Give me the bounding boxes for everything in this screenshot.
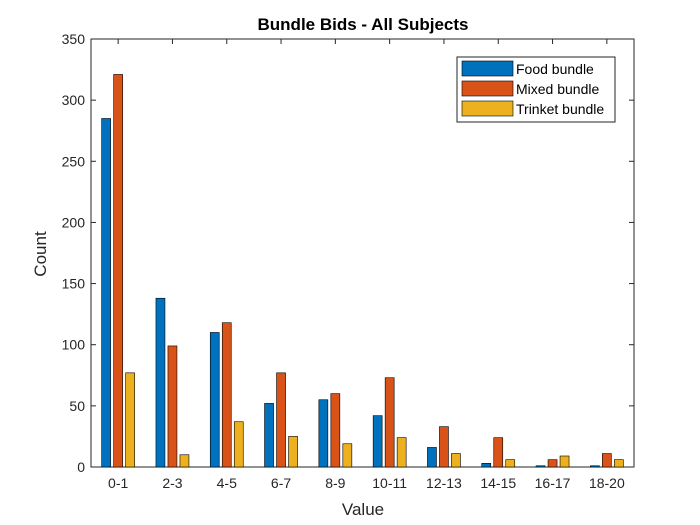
y-tick-label: 250 [62,153,86,169]
bar-mixed [384,377,395,468]
bar-trinket [342,443,353,468]
y-axis-label: Count [31,231,50,277]
x-tick-label: 0-1 [108,475,128,491]
bar-trinket [125,372,135,468]
y-tick-label: 350 [62,31,86,47]
bar-trinket [179,454,190,468]
bar-mixed [167,345,178,468]
bar-food [209,332,220,468]
legend-swatch [461,80,514,97]
bar-trinket [288,436,298,468]
bar-mixed [113,74,123,468]
y-tick-label: 100 [62,337,86,353]
bar-trinket [451,453,461,468]
legend-label: Food bundle [516,61,594,77]
x-tick-label: 16-17 [535,475,571,491]
x-tick-label: 4-5 [217,475,237,491]
bar-food [481,463,492,468]
bar-food [101,118,111,468]
legend-swatch [461,60,514,77]
bar-mixed [330,393,341,468]
bar-trinket [505,459,516,468]
bar-mixed [276,372,286,468]
legend-label: Trinket bundle [516,101,604,117]
x-tick-label: 12-13 [426,475,462,491]
bar-mixed [221,322,232,468]
legend: Food bundle Mixed bundle Trinket bundle [456,56,616,123]
y-tick-label: 200 [62,214,86,230]
x-tick-label: 2-3 [162,475,182,491]
bar-food [535,465,546,468]
x-tick-label: 10-11 [372,475,407,491]
bar-food [318,399,329,468]
y-tick-label: 0 [77,459,85,475]
bar-trinket [559,455,570,468]
y-tick-label: 300 [62,92,86,108]
legend-swatch [461,100,514,117]
legend-label: Mixed bundle [516,81,599,97]
bar-food [590,465,600,468]
bar-trinket [614,459,624,468]
x-tick-label: 18-20 [589,475,625,491]
x-axis-label: Value [342,500,384,519]
bar-trinket [233,421,244,468]
y-tick-label: 50 [69,398,85,414]
bar-food [264,403,274,468]
bar-trinket [396,437,407,468]
bar-food [155,297,166,468]
x-tick-label: 6-7 [271,475,291,491]
bar-food [372,415,383,468]
x-tick-label: 14-15 [480,475,516,491]
bar-mixed [602,453,612,468]
bar-food [427,447,437,468]
y-tick-label: 150 [62,276,86,292]
bar-mixed [439,426,449,468]
chart-title: Bundle Bids - All Subjects [258,15,469,34]
bar-mixed [493,437,504,468]
x-tick-label: 8-9 [325,475,345,491]
bar-mixed [547,459,558,468]
